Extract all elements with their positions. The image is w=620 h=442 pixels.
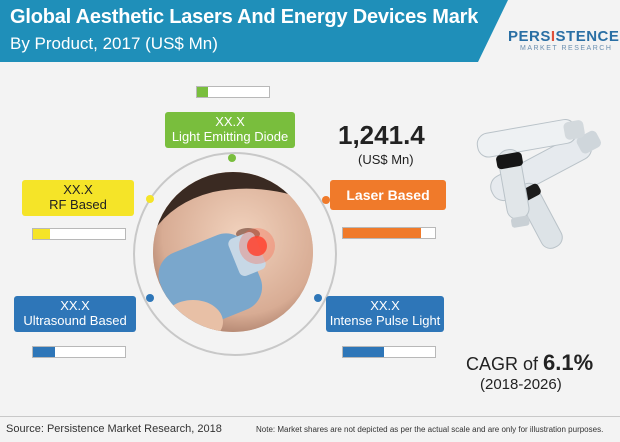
connector-dot-ipl: [314, 294, 322, 302]
segment-label: Intense Pulse Light: [329, 313, 441, 328]
total-market-unit: (US$ Mn): [358, 152, 414, 167]
cagr-value: 6.1%: [543, 350, 594, 375]
center-ring: [133, 152, 337, 356]
segment-value: XX.X: [63, 182, 93, 197]
logo-wordmark: PERSISTENCE: [508, 28, 620, 45]
segment-box-intense-pulse-light: XX.X Intense Pulse Light: [326, 296, 444, 332]
treatment-photo: [153, 172, 313, 332]
source-note: Source: Persistence Market Research, 201…: [6, 423, 222, 435]
segment-value: XX.X: [370, 298, 400, 313]
segment-box-laser-based: Laser Based: [330, 180, 446, 210]
title-band: Global Aesthetic Lasers And Energy Devic…: [0, 0, 508, 62]
logo-tagline: MARKET RESEARCH: [520, 45, 613, 52]
footer-divider: [0, 416, 620, 417]
segment-label: RF Based: [49, 197, 107, 212]
segment-box-ultrasound-based: XX.X Ultrasound Based: [14, 296, 136, 332]
share-bar-ultrasound: [32, 346, 126, 358]
disclaimer-note: Note: Market shares are not depicted as …: [256, 425, 604, 434]
connector-dot-rf: [146, 195, 154, 203]
company-logo: PERSISTENCE MARKET RESEARCH: [508, 28, 619, 60]
infographic-subtitle: By Product, 2017 (US$ Mn): [10, 34, 218, 53]
total-market-value: 1,241.4: [338, 120, 425, 150]
connector-dot-ultrasound: [146, 294, 154, 302]
segment-value: XX.X: [60, 298, 90, 313]
connector-dot-laser: [322, 196, 330, 204]
segment-label: Laser Based: [346, 187, 430, 203]
segment-box-light-emitting-diode: XX.X Light Emitting Diode: [165, 112, 295, 148]
share-bar-rf: [32, 228, 126, 240]
segment-label: Light Emitting Diode: [171, 129, 289, 144]
segment-value: XX.X: [215, 114, 245, 129]
connector-dot-led: [228, 154, 236, 162]
segment-label: Ultrasound Based: [23, 313, 127, 328]
laser-device-illustration: [470, 96, 618, 256]
share-bar-laser: [342, 227, 436, 239]
cagr-prefix: CAGR of: [466, 354, 539, 374]
share-bar-led: [196, 86, 270, 98]
infographic-title: Global Aesthetic Lasers And Energy Devic…: [10, 6, 496, 28]
segment-box-rf-based: XX.X RF Based: [22, 180, 134, 216]
cagr-statement: CAGR of 6.1%: [466, 350, 593, 376]
cagr-period: (2018-2026): [480, 376, 562, 393]
share-bar-ipl: [342, 346, 436, 358]
